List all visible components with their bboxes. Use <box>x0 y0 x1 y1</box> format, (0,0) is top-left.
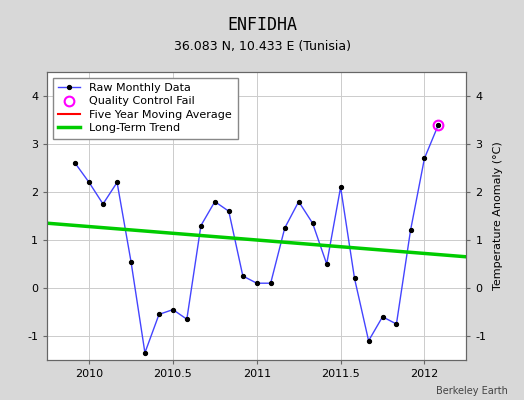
Raw Monthly Data <box>142 350 148 355</box>
Raw Monthly Data <box>86 180 92 185</box>
Raw Monthly Data <box>184 317 190 322</box>
Raw Monthly Data <box>198 223 204 228</box>
Raw Monthly Data <box>226 209 232 214</box>
Raw Monthly Data <box>72 161 78 166</box>
Line: Raw Monthly Data: Raw Monthly Data <box>73 123 441 355</box>
Legend: Raw Monthly Data, Quality Control Fail, Five Year Moving Average, Long-Term Tren: Raw Monthly Data, Quality Control Fail, … <box>53 78 238 139</box>
Raw Monthly Data <box>212 199 218 204</box>
Raw Monthly Data <box>296 199 302 204</box>
Raw Monthly Data <box>281 226 288 230</box>
Text: 36.083 N, 10.433 E (Tunisia): 36.083 N, 10.433 E (Tunisia) <box>173 40 351 53</box>
Raw Monthly Data <box>379 314 386 319</box>
Y-axis label: Temperature Anomaly (°C): Temperature Anomaly (°C) <box>493 142 504 290</box>
Raw Monthly Data <box>170 307 176 312</box>
Raw Monthly Data <box>310 221 316 226</box>
Raw Monthly Data <box>365 338 372 343</box>
Raw Monthly Data <box>268 281 274 286</box>
Raw Monthly Data <box>435 122 442 127</box>
Raw Monthly Data <box>156 312 162 317</box>
Raw Monthly Data <box>352 276 358 281</box>
Raw Monthly Data <box>239 274 246 278</box>
Raw Monthly Data <box>100 202 106 206</box>
Raw Monthly Data <box>128 259 134 264</box>
Raw Monthly Data <box>421 156 428 161</box>
Raw Monthly Data <box>337 185 344 190</box>
Text: ENFIDHA: ENFIDHA <box>227 16 297 34</box>
Raw Monthly Data <box>394 322 400 326</box>
Raw Monthly Data <box>407 228 413 233</box>
Raw Monthly Data <box>254 281 260 286</box>
Raw Monthly Data <box>323 262 330 266</box>
Text: Berkeley Earth: Berkeley Earth <box>436 386 508 396</box>
Raw Monthly Data <box>114 180 120 185</box>
